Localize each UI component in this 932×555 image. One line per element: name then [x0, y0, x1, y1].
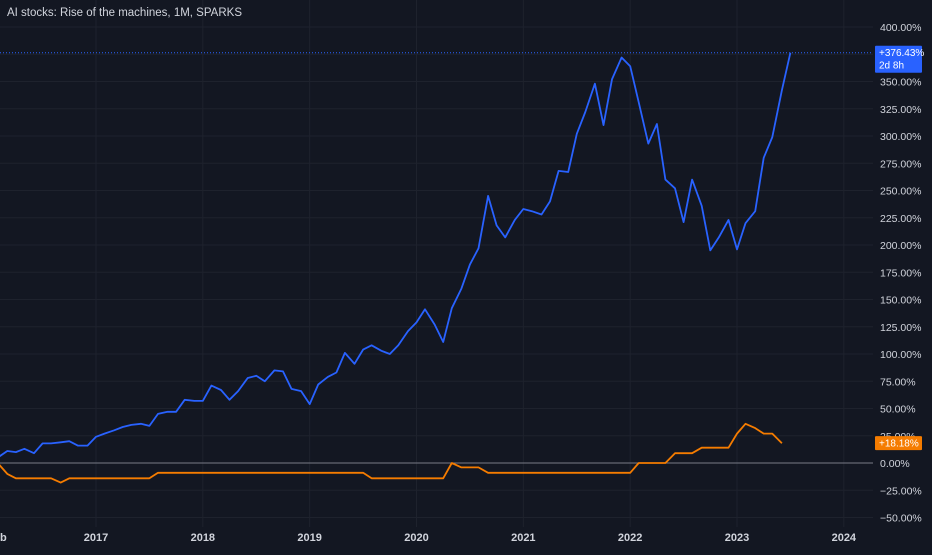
x-tick-label: b: [0, 532, 7, 544]
x-tick-label: 2019: [297, 532, 321, 544]
y-tick-label: 200.00%: [880, 240, 921, 252]
x-tick-label: 2021: [511, 532, 535, 544]
x-tick-label: 2022: [618, 532, 642, 544]
y-tick-label: 325.00%: [880, 104, 921, 116]
y-tick-label: 300.00%: [880, 131, 921, 143]
last-value-text: +376.43%: [879, 48, 924, 59]
y-tick-label: 75.00%: [880, 376, 916, 388]
y-tick-label: −50.00%: [880, 513, 922, 525]
last-value-badge-orange: [875, 436, 922, 451]
y-tick-label: 350.00%: [880, 77, 921, 89]
last-value-badge-blue: [875, 45, 922, 73]
y-tick-label: 100.00%: [880, 349, 921, 361]
x-axis[interactable]: b 2017 2018 2019 2020 2021 2022 2023 2024: [0, 532, 857, 544]
chart-title: AI stocks: Rise of the machines, 1M, SPA…: [7, 7, 242, 19]
last-value-labels: +376.43% 2d 8h +18.18%: [875, 45, 924, 451]
series-line-orange[interactable]: [0, 422, 783, 484]
y-tick-label: 400.00%: [880, 22, 921, 34]
grid-lines: [0, 0, 873, 527]
x-tick-label: 2018: [191, 532, 215, 544]
y-tick-label: 250.00%: [880, 186, 921, 198]
y-tick-label: 175.00%: [880, 267, 921, 279]
series-line-blue[interactable]: [0, 52, 792, 458]
y-tick-label: 275.00%: [880, 158, 921, 170]
y-tick-label: 0.00%: [880, 458, 910, 470]
x-tick-label: 2020: [404, 532, 428, 544]
y-tick-label: 50.00%: [880, 404, 916, 416]
y-tick-label: −25.00%: [880, 485, 922, 497]
x-tick-label: 2023: [725, 532, 749, 544]
y-tick-label: 150.00%: [880, 295, 921, 307]
series-lines[interactable]: [0, 52, 792, 484]
x-tick-label: 2017: [84, 532, 108, 544]
last-value-countdown: 2d 8h: [879, 61, 904, 72]
y-tick-label: 125.00%: [880, 322, 921, 334]
x-tick-label: 2024: [832, 532, 857, 544]
last-value-text: +18.18%: [879, 439, 919, 450]
y-tick-label: 225.00%: [880, 213, 921, 225]
